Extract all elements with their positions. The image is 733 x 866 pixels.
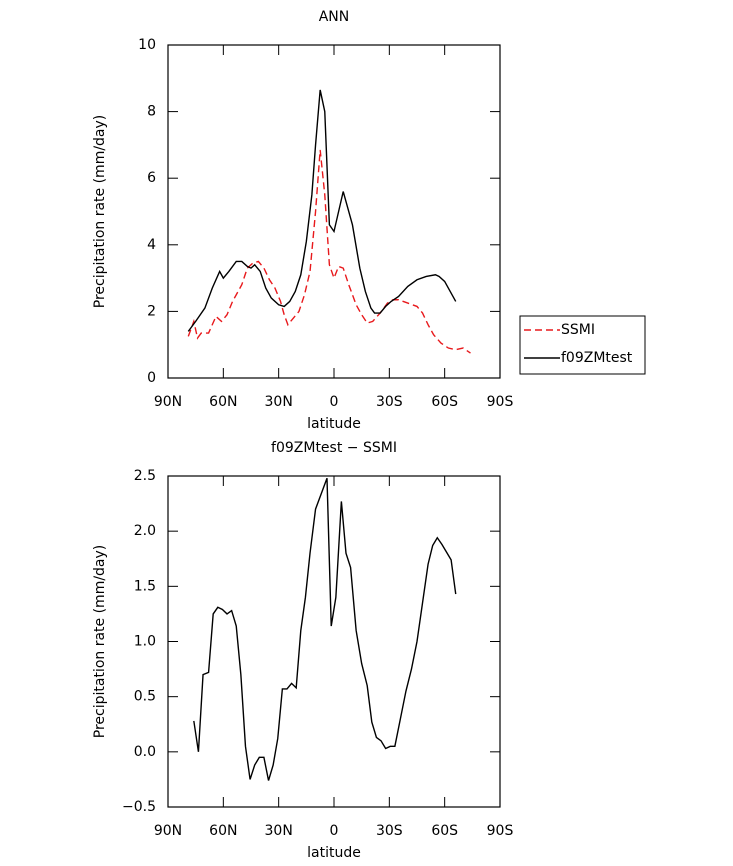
y-tick-label: 1.0 <box>134 634 156 650</box>
y-tick-label: 6 <box>147 170 156 186</box>
legend-label: f09ZMtest <box>561 350 633 366</box>
x-tick-label: 30S <box>376 394 403 410</box>
x-tick-label: 60N <box>209 394 237 410</box>
x-tick-label: 60S <box>431 823 458 839</box>
series-line <box>187 149 471 354</box>
y-axis-label: Precipitation rate (mm/day) <box>92 545 108 739</box>
x-tick-label: 0 <box>330 394 339 410</box>
x-tick-label: 90S <box>487 394 514 410</box>
x-tick-label: 0 <box>330 823 339 839</box>
legend-box <box>519 315 646 375</box>
y-tick-label: 10 <box>138 37 156 53</box>
plot-frame <box>167 475 501 808</box>
x-axis-label: latitude <box>307 416 361 432</box>
x-axis-label: latitude <box>307 845 361 861</box>
x-tick-label: 30N <box>265 823 293 839</box>
chart-title: f09ZMtest − SSMI <box>271 440 397 456</box>
x-tick-label: 30S <box>376 823 403 839</box>
x-tick-label: 90S <box>487 823 514 839</box>
y-axis-label: Precipitation rate (mm/day) <box>92 115 108 309</box>
y-tick-label: 0.0 <box>134 744 156 760</box>
x-tick-label: 90N <box>154 394 182 410</box>
y-tick-label: 4 <box>147 237 156 253</box>
plot-frame <box>167 44 501 379</box>
legend-label: SSMI <box>561 322 595 338</box>
y-tick-label: 8 <box>147 104 156 120</box>
y-tick-label: 2.5 <box>134 468 156 484</box>
series-line <box>193 477 457 781</box>
x-tick-label: 30N <box>265 394 293 410</box>
y-tick-label: 2.0 <box>134 523 156 539</box>
x-tick-label: 60S <box>431 394 458 410</box>
y-tick-label: 0 <box>147 370 156 386</box>
y-tick-label: 1.5 <box>134 578 156 594</box>
y-tick-label: −0.5 <box>122 799 156 815</box>
chart-title: ANN <box>319 9 350 25</box>
series-line <box>187 89 457 332</box>
y-tick-label: 0.5 <box>134 689 156 705</box>
x-tick-label: 60N <box>209 823 237 839</box>
x-tick-label: 90N <box>154 823 182 839</box>
y-tick-label: 2 <box>147 303 156 319</box>
